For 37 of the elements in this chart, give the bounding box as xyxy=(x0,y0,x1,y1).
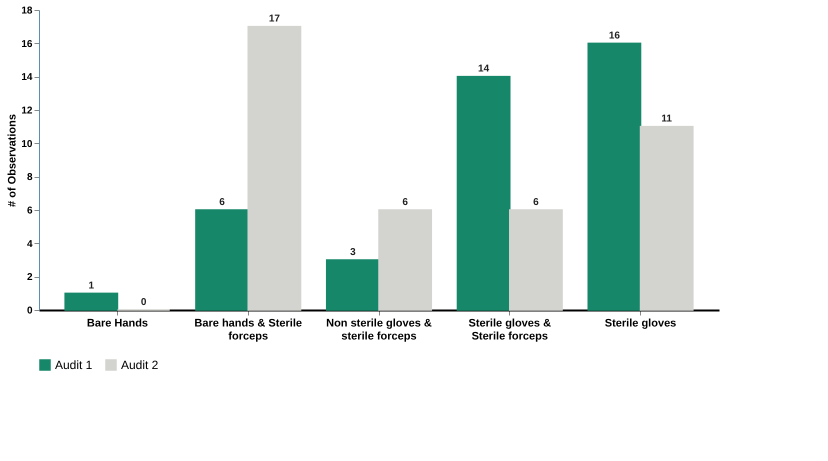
y-tick-label: 8 xyxy=(26,172,33,184)
legend-label: Audit 2 xyxy=(121,358,159,372)
y-tick-label: 6 xyxy=(26,206,33,216)
x-tick-label: Non sterile gloves & sterile forceps xyxy=(326,318,432,342)
bar xyxy=(247,26,302,311)
bar xyxy=(326,259,380,311)
bar xyxy=(195,209,249,311)
data-label: 0 xyxy=(140,297,147,308)
y-tick-label: 10 xyxy=(21,138,33,150)
y-tick-label: 0 xyxy=(26,306,33,316)
y-axis-title: # of Observations xyxy=(6,114,18,207)
y-tick-label: 4 xyxy=(26,238,33,250)
data-label: 1 xyxy=(88,280,95,292)
bar xyxy=(640,126,694,311)
y-tick-label: 12 xyxy=(21,106,33,116)
data-label: 17 xyxy=(268,14,280,25)
data-label: 14 xyxy=(478,64,490,75)
x-tick-label: Bare hands & Sterile forceps xyxy=(194,318,302,342)
x-tick-label: Sterile gloves & Sterile forceps xyxy=(468,318,552,342)
y-tick-label: 14 xyxy=(21,72,33,84)
legend-label: Audit 1 xyxy=(55,358,93,372)
y-tick-label: 18 xyxy=(21,6,33,16)
data-label: 11 xyxy=(661,114,672,125)
y-tick-label: 16 xyxy=(21,38,33,50)
bar xyxy=(587,42,642,311)
data-label: 6 xyxy=(533,197,540,208)
data-label: 16 xyxy=(608,30,620,42)
x-tick-label: Sterile gloves xyxy=(604,318,676,330)
y-tick-label: 2 xyxy=(26,272,33,284)
bar xyxy=(456,76,511,311)
bar xyxy=(509,209,563,311)
x-tick-label: Bare Hands xyxy=(86,318,148,330)
data-label: 3 xyxy=(350,247,356,258)
bar xyxy=(378,209,432,311)
data-label: 6 xyxy=(402,197,408,208)
bar xyxy=(64,292,118,311)
data-label: 6 xyxy=(219,197,226,208)
